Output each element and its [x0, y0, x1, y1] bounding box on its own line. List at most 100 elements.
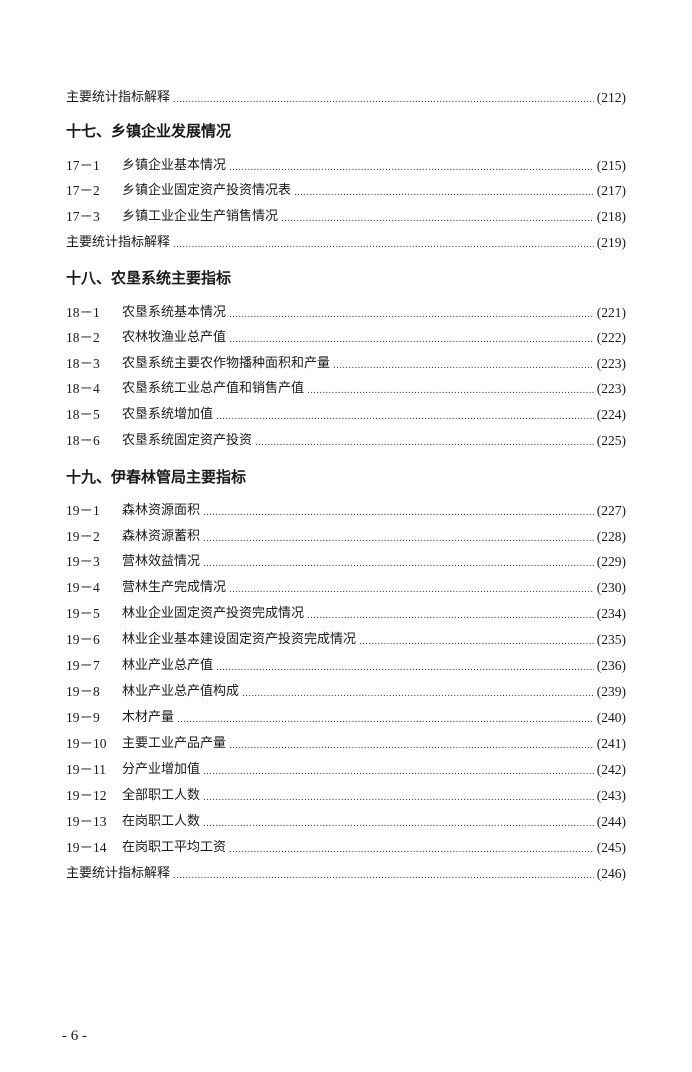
entry-number: 19－9: [66, 710, 100, 725]
toc-entry: 18－5 农垦系统增加值 (224): [66, 405, 626, 425]
entry-page: (219): [596, 235, 626, 250]
entry-title: 营林效益情况: [122, 554, 201, 569]
toc-entry: 19－5 林业企业固定资产投资完成情况 (234): [66, 604, 626, 624]
entry-page: (224): [596, 407, 626, 422]
entry-title: 农垦系统工业总产值和销售产值: [122, 381, 305, 396]
toc-entry: 19－1 森林资源面积 (227): [66, 501, 626, 521]
toc-entry: 19－6 林业企业基本建设固定资产投资完成情况 (235): [66, 630, 626, 650]
entry-page: (241): [596, 736, 626, 751]
entry-title: 农垦系统主要农作物播种面积和产量: [122, 356, 331, 371]
entry-page: (222): [596, 330, 626, 345]
entry-number: 19－12: [66, 788, 107, 803]
dot-leader: [294, 183, 594, 203]
dot-leader: [203, 762, 594, 782]
entry-title: 主要统计指标解释: [66, 235, 171, 250]
toc-entry: 19－10 主要工业产品产量 (241): [66, 734, 626, 754]
entry-page: (230): [596, 580, 626, 595]
dot-leader: [307, 381, 594, 401]
entry-number: 19－4: [66, 580, 100, 595]
entry-number: 19－2: [66, 529, 100, 544]
entry-page: (236): [596, 658, 626, 673]
dot-leader: [173, 235, 594, 255]
entry-number: 19－13: [66, 814, 107, 829]
entry-number: 18－1: [66, 305, 100, 320]
toc-entry: 18－6 农垦系统固定资产投资 (225): [66, 431, 626, 451]
entry-number: 19－6: [66, 632, 100, 647]
toc-entry: 18－2 农林牧渔业总产值 (222): [66, 328, 626, 348]
entry-title: 主要工业产品产量: [122, 736, 227, 751]
entry-title: 乡镇企业固定资产投资情况表: [122, 183, 292, 198]
toc-entry: 主要统计指标解释 (246): [66, 864, 626, 884]
entry-page: (244): [596, 814, 626, 829]
entry-number: 19－10: [66, 736, 107, 751]
entry-title: 农垦系统基本情况: [122, 305, 227, 320]
dot-leader: [229, 305, 594, 325]
section-heading: 十七、乡镇企业发展情况: [66, 122, 232, 140]
entry-page: (223): [596, 381, 626, 396]
dot-leader: [229, 840, 594, 860]
entry-title: 分产业增加值: [122, 762, 201, 777]
entry-title: 农林牧渔业总产值: [122, 330, 227, 345]
toc-entry: 19－8 林业产业总产值构成 (239): [66, 682, 626, 702]
entry-number: 18－2: [66, 330, 100, 345]
dot-leader: [229, 736, 594, 756]
toc-entry: 19－12 全部职工人数 (243): [66, 786, 626, 806]
entry-title: 林业企业固定资产投资完成情况: [122, 606, 305, 621]
entry-number: 18－4: [66, 381, 100, 396]
dot-leader: [216, 407, 594, 427]
toc-entry: 19－13 在岗职工人数 (244): [66, 812, 626, 832]
entry-page: (242): [596, 762, 626, 777]
entry-page: (218): [596, 209, 626, 224]
dot-leader: [333, 356, 594, 376]
dot-leader: [173, 866, 594, 886]
toc-entry: 17－3 乡镇工业企业生产销售情况 (218): [66, 207, 626, 227]
entry-page: (235): [596, 632, 626, 647]
entry-number: 19－1: [66, 503, 100, 518]
toc-entry: 18－1 农垦系统基本情况 (221): [66, 303, 626, 323]
entry-title: 主要统计指标解释: [66, 866, 171, 881]
toc-entry: 17－2 乡镇企业固定资产投资情况表 (217): [66, 181, 626, 201]
toc-entry: 19－9 木材产量 (240): [66, 708, 626, 728]
dot-leader: [203, 554, 594, 574]
toc-entry: 18－4 农垦系统工业总产值和销售产值 (223): [66, 379, 626, 399]
entry-title: 林业产业总产值构成: [122, 684, 240, 699]
section-heading: 十八、农垦系统主要指标: [66, 269, 232, 287]
entry-page: (225): [596, 433, 626, 448]
entry-page: (243): [596, 788, 626, 803]
entry-title: 林业产业总产值: [122, 658, 214, 673]
entry-title: 农垦系统固定资产投资: [122, 433, 253, 448]
entry-number: 18－3: [66, 356, 100, 371]
entry-page: (245): [596, 840, 626, 855]
dot-leader: [177, 710, 594, 730]
dot-leader: [242, 684, 594, 704]
dot-leader: [203, 814, 594, 834]
dot-leader: [229, 158, 594, 178]
dot-leader: [173, 90, 594, 110]
dot-leader: [216, 658, 594, 678]
section-heading: 十九、伊春林管局主要指标: [66, 468, 247, 486]
entry-title: 木材产量: [122, 710, 175, 725]
toc-entry: 19－4 营林生产完成情况 (230): [66, 578, 626, 598]
toc-entry: 19－7 林业产业总产值 (236): [66, 656, 626, 676]
toc-entry: 主要统计指标解释 (212): [66, 88, 626, 108]
entry-number: 17－2: [66, 183, 100, 198]
entry-number: 19－3: [66, 554, 100, 569]
toc-entry: 19－14 在岗职工平均工资 (245): [66, 838, 626, 858]
entry-title: 主要统计指标解释: [66, 90, 171, 105]
dot-leader: [359, 632, 594, 652]
toc-entry: 18－3 农垦系统主要农作物播种面积和产量 (223): [66, 354, 626, 374]
dot-leader: [203, 788, 594, 808]
entry-title: 森林资源面积: [122, 503, 201, 518]
entry-number: 18－5: [66, 407, 100, 422]
entry-page: (223): [596, 356, 626, 371]
toc-entry: 17－1 乡镇企业基本情况 (215): [66, 156, 626, 176]
entry-page: (239): [596, 684, 626, 699]
dot-leader: [203, 529, 594, 549]
entry-title: 林业企业基本建设固定资产投资完成情况: [122, 632, 357, 647]
entry-page: (227): [596, 503, 626, 518]
entry-title: 全部职工人数: [122, 788, 201, 803]
dot-leader: [229, 330, 594, 350]
entry-title: 在岗职工平均工资: [122, 840, 227, 855]
entry-number: 19－14: [66, 840, 107, 855]
entry-number: 18－6: [66, 433, 100, 448]
